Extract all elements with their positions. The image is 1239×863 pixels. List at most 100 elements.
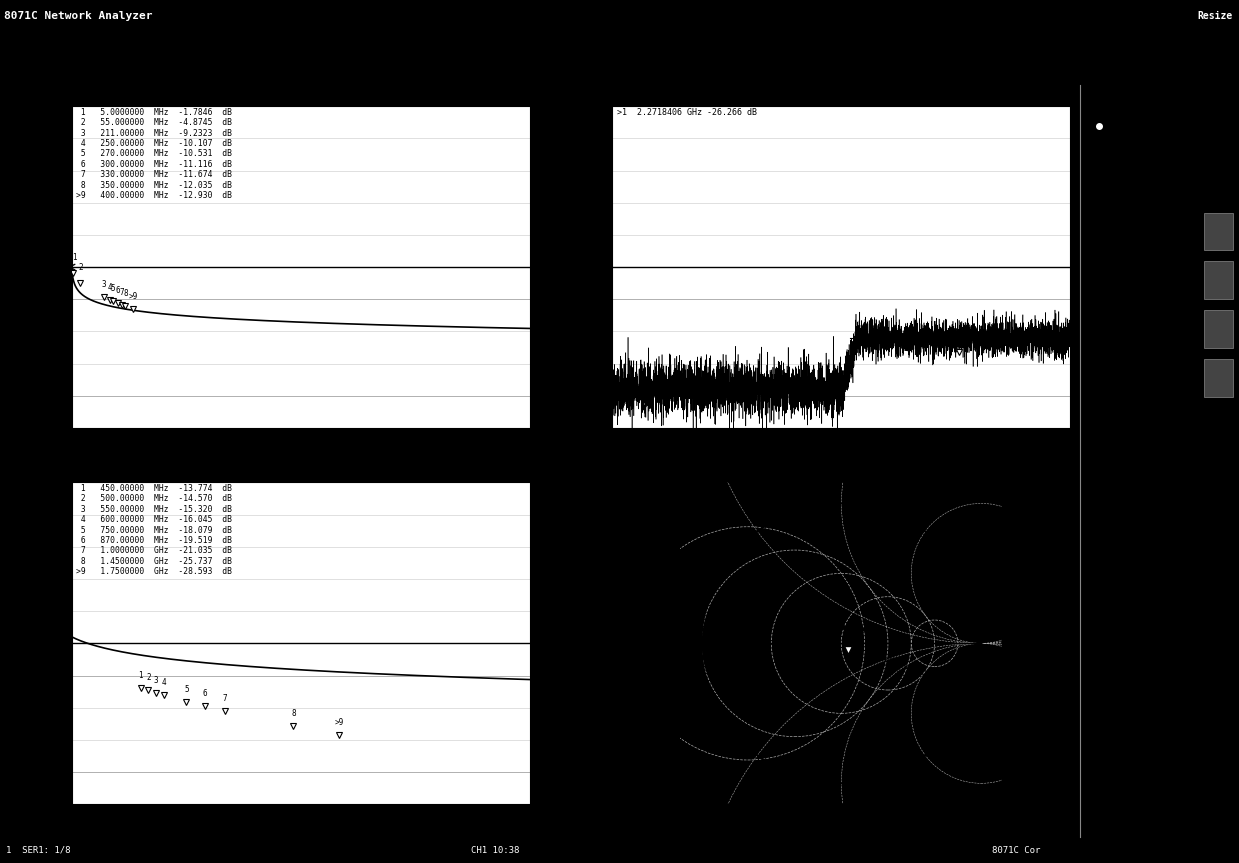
Point [807, 639, 826, 652]
Point [826, 622, 846, 636]
Point [862, 633, 882, 647]
Point [860, 635, 880, 649]
Point [820, 624, 840, 638]
Text: 7: 7 [120, 287, 125, 297]
Point [862, 630, 882, 644]
Point [851, 621, 871, 635]
Point [812, 630, 831, 644]
Point [904, 665, 924, 679]
Text: 4: 4 [161, 678, 166, 687]
Text: 1: 1 [139, 671, 142, 680]
Point [900, 658, 919, 671]
Point [809, 634, 829, 648]
Point [904, 658, 924, 672]
Point [906, 663, 926, 677]
Point [850, 621, 870, 635]
Point [902, 663, 922, 677]
FancyBboxPatch shape [1204, 359, 1233, 397]
Text: 5: 5 [185, 684, 188, 694]
Point [929, 668, 949, 682]
Point [904, 669, 924, 683]
Point [847, 620, 867, 634]
Point [862, 631, 882, 645]
Text: 3: 3 [538, 761, 543, 770]
Text: 4 Mkr/Analysis: 4 Mkr/Analysis [496, 41, 584, 52]
Point [880, 655, 900, 669]
Point [835, 620, 855, 634]
Point [844, 620, 864, 633]
Point [860, 635, 880, 649]
Point [859, 625, 878, 639]
Point [845, 620, 865, 634]
Point [862, 628, 882, 642]
Point [918, 671, 938, 684]
Point [857, 624, 877, 638]
Text: ▲: ▲ [337, 808, 342, 814]
Point [840, 620, 860, 633]
Text: 1   5.0000000  MHz  -1.7846  dB
 2   55.000000  MHz  -4.8745  dB
 3   211.00000 : 1 5.0000000 MHz -1.7846 dB 2 55.000000 M… [77, 108, 233, 200]
Point [887, 655, 907, 669]
Text: Resize: Resize [1198, 11, 1233, 22]
Point [862, 631, 882, 645]
Point [935, 674, 955, 688]
Point [929, 675, 949, 689]
Point [890, 656, 909, 670]
Point [808, 636, 828, 650]
Text: ▲: ▲ [145, 808, 151, 814]
Point [876, 652, 896, 665]
Text: ▲: ▲ [291, 808, 296, 814]
Point [833, 620, 852, 634]
Point [819, 625, 839, 639]
Point [932, 669, 952, 683]
Point [875, 657, 895, 671]
Point [859, 636, 878, 650]
Point [815, 627, 835, 641]
Point [860, 635, 880, 649]
Point [861, 633, 881, 647]
Point [851, 621, 871, 635]
Point [818, 626, 838, 639]
Point [817, 626, 836, 639]
Point [911, 661, 930, 675]
Point [836, 620, 856, 633]
Point [888, 653, 908, 667]
Point [855, 622, 875, 636]
Point [828, 621, 847, 635]
Point [818, 626, 838, 639]
Point [851, 621, 871, 635]
Point [831, 620, 851, 634]
Point [824, 623, 844, 637]
Point [834, 620, 854, 634]
Text: 1: 1 [957, 331, 961, 339]
Point [860, 635, 880, 649]
Point [860, 626, 880, 639]
Point [923, 665, 943, 679]
Point [857, 624, 877, 638]
Point [862, 633, 882, 647]
Text: >9: >9 [129, 292, 138, 300]
Point [934, 677, 954, 690]
Point [829, 621, 849, 635]
Point [862, 633, 882, 646]
Text: 3 Stimulus: 3 Stimulus [347, 41, 409, 52]
Point [881, 652, 901, 665]
Point [943, 678, 963, 692]
Point [895, 657, 914, 671]
Point [935, 672, 955, 686]
Point [861, 634, 881, 648]
Point [938, 672, 958, 686]
Point [862, 632, 882, 646]
Point [881, 657, 901, 671]
Point [878, 647, 898, 661]
Point [824, 623, 844, 637]
Text: 8: 8 [123, 289, 128, 298]
Point [862, 632, 882, 646]
Point [862, 633, 882, 646]
Text: >1  2.2718406 GHz -26.266 dB: >1 2.2718406 GHz -26.266 dB [617, 108, 757, 117]
Point [862, 632, 882, 646]
Point [854, 622, 873, 636]
Point [861, 627, 881, 641]
Point [839, 620, 859, 633]
Text: Tr1 S12 Log Mag 10.00dB/ Ref 0.000dB [F2]: Tr1 S12 Log Mag 10.00dB/ Ref 0.000dB [F2… [72, 93, 312, 104]
Text: 1 Active Ch/Trace: 1 Active Ch/Trace [6, 41, 113, 52]
